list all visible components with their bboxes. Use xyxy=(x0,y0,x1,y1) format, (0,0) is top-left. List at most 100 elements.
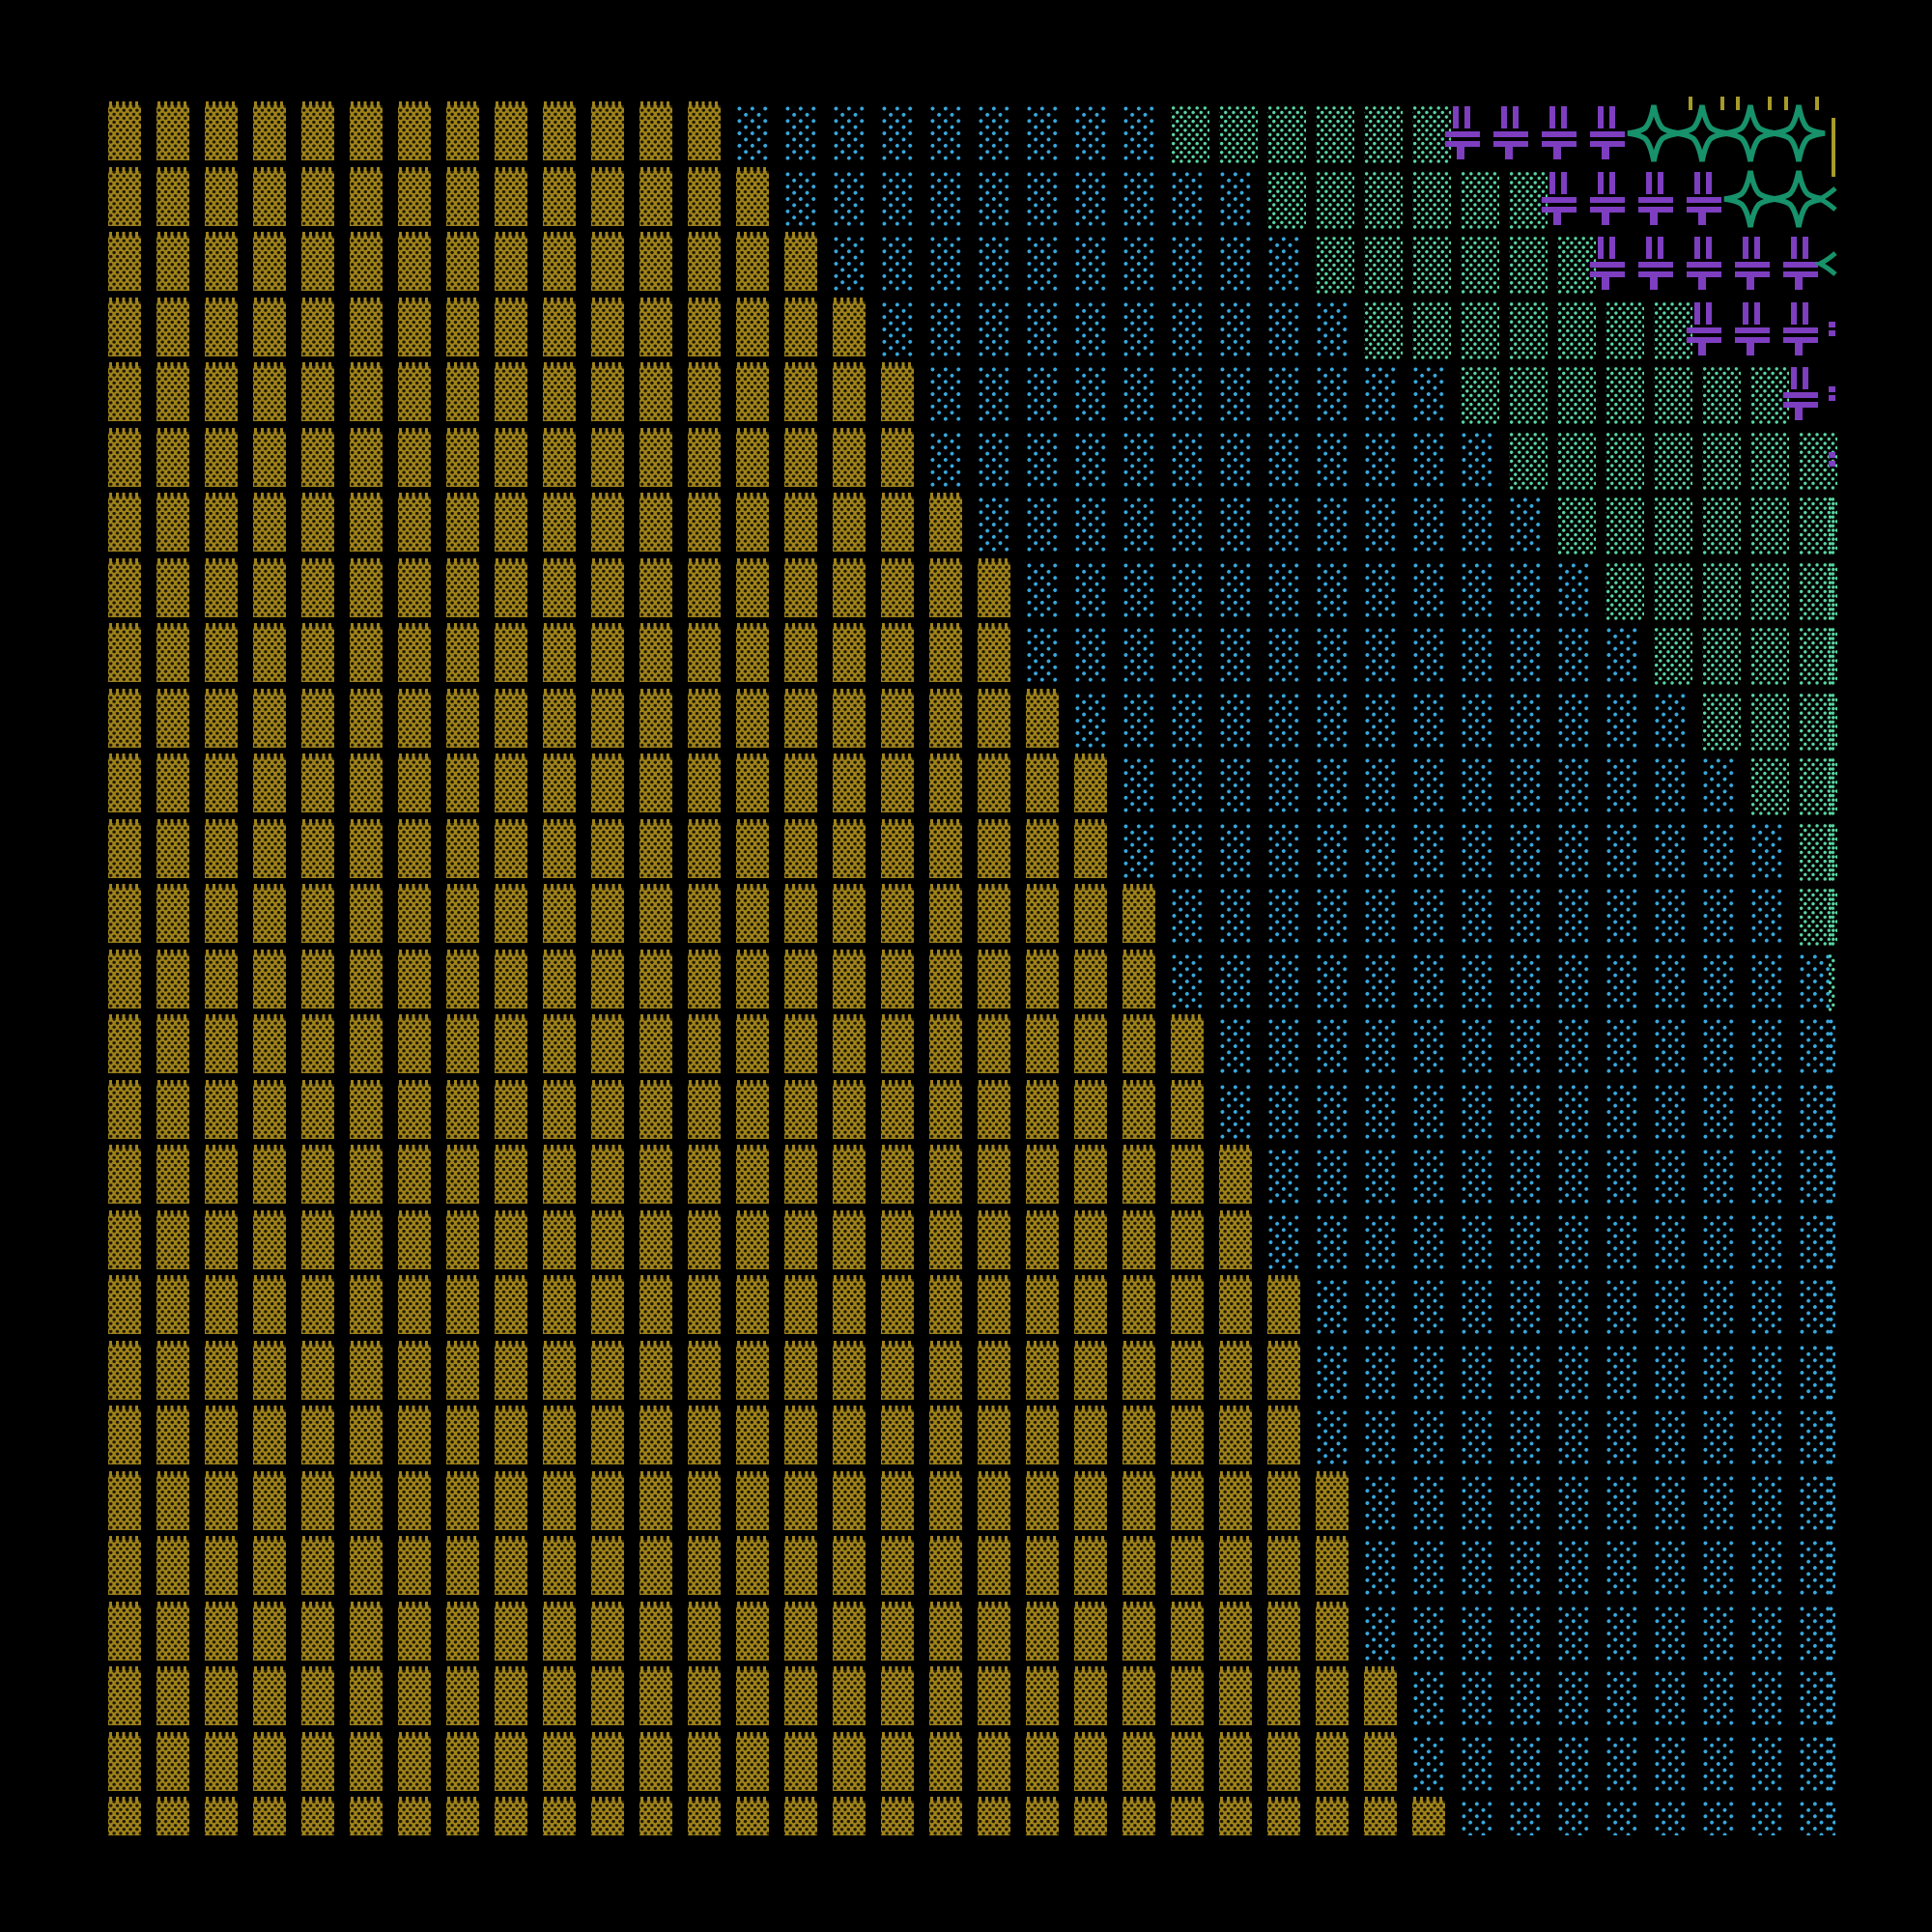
gold-weave-cell xyxy=(639,558,672,617)
gold-weave-cell xyxy=(833,1797,866,1835)
gold-weave-cell xyxy=(205,884,238,943)
gold-weave-cell xyxy=(1026,884,1059,943)
blue-dot-cell xyxy=(1509,1605,1542,1661)
blue-dot-cell xyxy=(1605,1670,1638,1725)
gold-weave-cell xyxy=(929,623,962,682)
gold-weave-cell xyxy=(1074,1014,1107,1073)
blue-dot-cell xyxy=(1557,1540,1590,1595)
blue-dot-cell xyxy=(1799,1670,1832,1725)
blue-dot-cell xyxy=(1122,432,1155,487)
gold-weave-cell xyxy=(929,493,962,552)
gold-weave-cell xyxy=(495,1145,527,1204)
gold-weave-cell xyxy=(398,1666,431,1725)
gold-weave-cell xyxy=(156,1014,189,1073)
gold-weave-cell xyxy=(833,819,866,878)
gold-weave-cell xyxy=(929,1341,962,1400)
gold-weave-cell xyxy=(301,623,334,682)
blue-dot-cell xyxy=(1171,627,1204,682)
gold-weave-cell xyxy=(543,1797,576,1835)
gold-weave-cell xyxy=(398,1602,431,1661)
teal-dot-cell xyxy=(1509,301,1548,359)
gold-weave-cell xyxy=(1122,1666,1155,1725)
blue-dot-cell xyxy=(1461,1540,1493,1595)
blue-dot-cell xyxy=(1461,1605,1493,1661)
gold-weave-cell xyxy=(398,1471,431,1530)
blue-dot-cell xyxy=(1654,1149,1687,1204)
blue-edge-strip xyxy=(1829,1475,1835,1530)
gold-weave-cell xyxy=(591,1666,624,1725)
gold-weave-cell xyxy=(736,623,769,682)
gold-weave-cell xyxy=(784,493,817,552)
teal-dot-cell xyxy=(1557,497,1596,554)
gold-weave-cell xyxy=(978,1536,1010,1595)
blue-dot-cell xyxy=(1219,953,1252,1009)
gold-weave-cell xyxy=(833,689,866,748)
gold-weave-cell xyxy=(929,1797,962,1835)
cross-glyph xyxy=(1638,237,1673,290)
gold-weave-cell xyxy=(398,167,431,226)
teal-edge-strip xyxy=(1829,823,1835,881)
gold-weave-cell xyxy=(253,1080,286,1139)
gold-weave-cell xyxy=(205,1536,238,1595)
gold-weave-cell xyxy=(108,950,141,1009)
gold-weave-cell xyxy=(591,362,624,421)
gold-weave-cell xyxy=(301,1536,334,1595)
blue-dot-cell xyxy=(1364,888,1397,943)
gold-weave-cell xyxy=(978,1666,1010,1725)
gold-weave-cell xyxy=(833,1275,866,1334)
gold-weave-cell xyxy=(688,493,721,552)
gold-weave-cell xyxy=(1122,884,1155,943)
blue-dot-cell xyxy=(1799,1214,1832,1269)
gold-weave-cell xyxy=(881,950,914,1009)
blue-dot-cell xyxy=(1412,1018,1445,1073)
gold-weave-cell xyxy=(495,558,527,617)
blue-dot-cell xyxy=(1267,823,1300,878)
gold-weave-cell xyxy=(253,1732,286,1791)
gold-weave-cell xyxy=(108,558,141,617)
gold-weave-cell xyxy=(205,1732,238,1791)
cross-glyph xyxy=(1687,172,1721,225)
gold-weave-cell xyxy=(784,1602,817,1661)
gold-weave-cell xyxy=(350,1536,383,1595)
blue-dot-cell xyxy=(1509,953,1542,1009)
gold-weave-cell xyxy=(833,1145,866,1204)
gold-weave-cell xyxy=(398,1014,431,1073)
gold-weave-cell xyxy=(205,1471,238,1530)
blue-dot-cell xyxy=(1799,1084,1832,1139)
gold-weave-cell xyxy=(1122,1732,1155,1791)
gold-weave-cell xyxy=(784,428,817,487)
gold-weave-cell xyxy=(495,1406,527,1464)
gold-weave-cell xyxy=(108,819,141,878)
gold-weave-cell xyxy=(205,362,238,421)
teal-dot-cell xyxy=(1750,497,1789,554)
gold-weave-cell xyxy=(1026,1732,1059,1791)
teal-dot-cell xyxy=(1412,105,1451,163)
blue-dot-cell xyxy=(1557,888,1590,943)
blue-dot-cell xyxy=(1267,562,1300,617)
teal-dot-cell xyxy=(1557,236,1596,294)
gold-vertical-line xyxy=(1832,118,1835,177)
blue-dot-cell xyxy=(1219,236,1252,291)
gold-weave-cell xyxy=(1074,1080,1107,1139)
gold-weave-cell xyxy=(108,884,141,943)
blue-dot-cell xyxy=(1750,1540,1783,1595)
blue-dot-cell xyxy=(1412,953,1445,1009)
gold-weave-cell xyxy=(1026,1666,1059,1725)
gold-weave-cell xyxy=(833,1666,866,1725)
blue-dot-cell xyxy=(1605,1736,1638,1791)
blue-dot-cell xyxy=(1557,1279,1590,1334)
gold-weave-cell xyxy=(301,1406,334,1464)
gold-weave-cell xyxy=(1364,1666,1397,1725)
gold-weave-cell xyxy=(543,1341,576,1400)
gold-weave-cell xyxy=(495,753,527,812)
blue-dot-cell xyxy=(1026,432,1059,487)
blue-dot-cell xyxy=(1557,1736,1590,1791)
blue-dot-cell xyxy=(1702,953,1735,1009)
blue-dot-cell xyxy=(1364,432,1397,487)
gold-weave-cell xyxy=(350,232,383,291)
gold-weave-cell xyxy=(301,1210,334,1269)
gold-weave-cell xyxy=(446,1014,479,1073)
gold-weave-cell xyxy=(1026,1341,1059,1400)
blue-dot-cell xyxy=(1461,627,1493,682)
gold-weave-cell xyxy=(591,558,624,617)
